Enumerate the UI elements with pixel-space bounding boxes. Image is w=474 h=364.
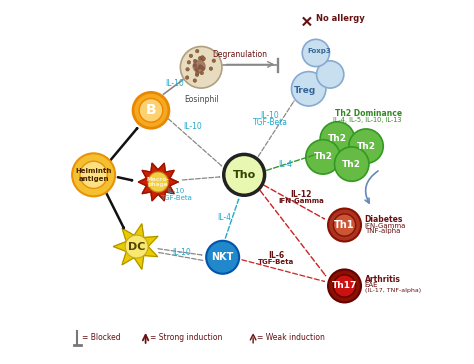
Text: Th2: Th2 <box>313 153 333 161</box>
Circle shape <box>193 64 197 67</box>
Circle shape <box>209 67 213 70</box>
Circle shape <box>195 73 199 76</box>
Text: TGF-Beta: TGF-Beta <box>253 118 287 127</box>
Circle shape <box>72 153 115 196</box>
Text: Eosinphil: Eosinphil <box>184 95 219 103</box>
Text: IL-4, IL-5, IL-10, IL-13: IL-4, IL-5, IL-10, IL-13 <box>333 117 402 123</box>
Circle shape <box>335 147 369 181</box>
Circle shape <box>349 129 383 163</box>
Circle shape <box>195 68 199 71</box>
Circle shape <box>333 214 356 236</box>
Circle shape <box>192 60 206 73</box>
Polygon shape <box>113 224 158 269</box>
Circle shape <box>133 92 169 128</box>
Text: Th17: Th17 <box>332 281 357 290</box>
Circle shape <box>198 56 202 60</box>
Text: TGF-Beta: TGF-Beta <box>160 195 192 201</box>
Text: IL-10: IL-10 <box>167 188 185 194</box>
Circle shape <box>193 79 197 82</box>
Text: Th2: Th2 <box>342 159 361 169</box>
Text: IL-4: IL-4 <box>278 160 292 169</box>
Text: Th1: Th1 <box>334 220 355 230</box>
Text: TGF-Beta: TGF-Beta <box>258 258 294 265</box>
Circle shape <box>292 72 326 106</box>
Circle shape <box>201 58 205 61</box>
Text: = Weak induction: = Weak induction <box>257 333 325 343</box>
Text: IL-4: IL-4 <box>217 213 231 222</box>
Text: Degranulation: Degranulation <box>212 50 267 59</box>
Circle shape <box>199 65 202 68</box>
Text: IL-6: IL-6 <box>268 251 284 260</box>
Text: Th2: Th2 <box>328 134 347 143</box>
Circle shape <box>201 67 205 70</box>
Circle shape <box>212 59 216 63</box>
Circle shape <box>80 161 107 189</box>
Circle shape <box>193 59 197 63</box>
Text: = Strong induction: = Strong induction <box>150 333 222 343</box>
Circle shape <box>189 54 193 58</box>
Polygon shape <box>138 163 178 201</box>
Circle shape <box>198 66 201 69</box>
Circle shape <box>148 172 168 192</box>
Circle shape <box>185 76 189 79</box>
Text: B: B <box>146 103 156 117</box>
Circle shape <box>328 209 361 241</box>
Text: No allergy: No allergy <box>316 15 365 23</box>
Text: IL-10: IL-10 <box>183 122 201 131</box>
Circle shape <box>320 122 355 156</box>
Text: = Blocked: = Blocked <box>82 333 120 343</box>
Text: EAE: EAE <box>365 282 378 288</box>
Circle shape <box>139 99 163 122</box>
Circle shape <box>201 56 204 59</box>
Circle shape <box>224 154 264 195</box>
Text: Foxp3: Foxp3 <box>308 48 331 54</box>
Text: TNF-alpha: TNF-alpha <box>365 229 400 234</box>
Text: Macro-
phage: Macro- phage <box>147 177 170 187</box>
Text: IL-10: IL-10 <box>165 79 183 88</box>
Circle shape <box>181 47 222 88</box>
Text: Arthritis: Arthritis <box>365 275 401 284</box>
Circle shape <box>200 66 203 69</box>
Circle shape <box>125 235 148 258</box>
Circle shape <box>186 68 189 71</box>
Circle shape <box>202 57 205 60</box>
Text: Diabetes: Diabetes <box>365 215 403 224</box>
Text: Th2 Dominance: Th2 Dominance <box>335 110 402 118</box>
Text: IFN-Gamma: IFN-Gamma <box>365 223 406 229</box>
Circle shape <box>317 61 344 88</box>
Text: (IL-17, TNF-alpha): (IL-17, TNF-alpha) <box>365 288 421 293</box>
Circle shape <box>328 269 361 302</box>
Text: Th2: Th2 <box>356 142 375 151</box>
Text: NKT: NKT <box>211 252 234 262</box>
FancyArrowPatch shape <box>365 171 378 203</box>
Circle shape <box>302 39 329 67</box>
Circle shape <box>195 50 199 53</box>
Text: IL-10: IL-10 <box>261 111 279 120</box>
Circle shape <box>200 71 204 75</box>
Circle shape <box>196 71 199 75</box>
Circle shape <box>206 241 239 274</box>
Text: IL-10: IL-10 <box>172 249 191 257</box>
Text: IFN-Gamma: IFN-Gamma <box>278 198 324 204</box>
Text: Tho: Tho <box>233 170 256 180</box>
Text: DC: DC <box>128 242 146 252</box>
Text: antigen: antigen <box>78 176 109 182</box>
Text: Helminth: Helminth <box>75 167 112 174</box>
Text: IL-12: IL-12 <box>290 190 311 199</box>
Circle shape <box>333 275 356 297</box>
Circle shape <box>306 140 340 174</box>
Circle shape <box>187 60 191 64</box>
Text: Treg: Treg <box>294 86 316 95</box>
